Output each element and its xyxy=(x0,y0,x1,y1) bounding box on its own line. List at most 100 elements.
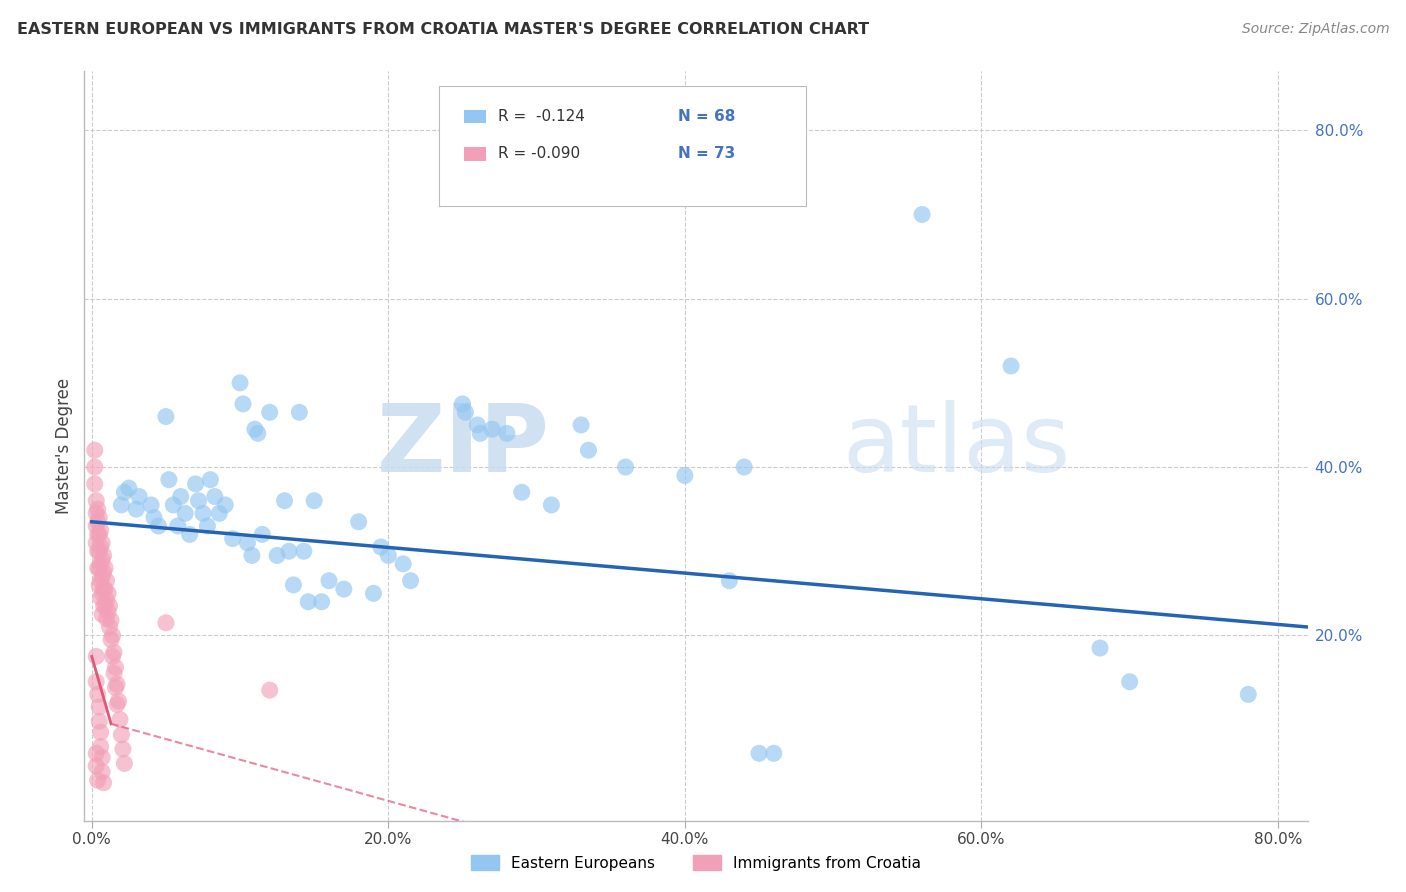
Point xyxy=(496,426,519,441)
Point xyxy=(733,460,755,475)
Point xyxy=(89,700,111,714)
Point xyxy=(112,485,135,500)
Point xyxy=(569,417,592,432)
Point xyxy=(125,502,148,516)
Point xyxy=(90,574,112,588)
Point xyxy=(184,476,207,491)
Point xyxy=(84,649,107,664)
Point xyxy=(98,620,121,634)
Point xyxy=(104,660,127,674)
Point xyxy=(259,405,281,419)
Point xyxy=(166,519,188,533)
FancyBboxPatch shape xyxy=(464,110,485,123)
Y-axis label: Master's Degree: Master's Degree xyxy=(55,378,73,514)
Point xyxy=(86,502,108,516)
Point xyxy=(191,507,214,521)
Point xyxy=(236,536,259,550)
Point xyxy=(197,519,219,533)
Point xyxy=(155,615,177,630)
Point xyxy=(94,582,117,596)
Point xyxy=(454,405,477,419)
Text: N = 73: N = 73 xyxy=(678,146,735,161)
Point xyxy=(370,540,392,554)
Point xyxy=(243,422,266,436)
Point xyxy=(333,582,356,596)
Text: R = -0.090: R = -0.090 xyxy=(498,146,579,161)
Point xyxy=(90,557,112,571)
Point xyxy=(89,714,111,729)
Point xyxy=(83,443,105,458)
Point xyxy=(86,544,108,558)
Point xyxy=(93,582,115,596)
Legend: Eastern Europeans, Immigrants from Croatia: Eastern Europeans, Immigrants from Croat… xyxy=(465,848,927,877)
Point xyxy=(84,674,107,689)
Point xyxy=(118,481,141,495)
Point xyxy=(86,527,108,541)
Point xyxy=(93,776,115,790)
Point xyxy=(86,561,108,575)
Point xyxy=(1088,641,1111,656)
Point xyxy=(1118,674,1140,689)
Point xyxy=(91,552,114,566)
Point xyxy=(481,422,503,436)
Point xyxy=(90,725,112,739)
Point xyxy=(718,574,741,588)
Point xyxy=(90,739,112,754)
Point xyxy=(94,561,117,575)
Point xyxy=(297,595,319,609)
Text: atlas: atlas xyxy=(842,400,1071,492)
Point xyxy=(174,507,197,521)
Point xyxy=(240,549,263,563)
Point xyxy=(91,764,114,779)
Point xyxy=(221,532,243,546)
Point xyxy=(90,523,112,537)
Point xyxy=(465,417,488,432)
Text: Source: ZipAtlas.com: Source: ZipAtlas.com xyxy=(1241,22,1389,37)
Point xyxy=(347,515,370,529)
Point xyxy=(259,683,281,698)
Point xyxy=(204,490,226,504)
Point xyxy=(101,649,124,664)
Point xyxy=(111,742,134,756)
FancyBboxPatch shape xyxy=(439,87,806,206)
Point xyxy=(278,544,301,558)
Point xyxy=(302,493,325,508)
Point xyxy=(110,498,132,512)
Point xyxy=(91,569,114,583)
Point xyxy=(214,498,236,512)
Point xyxy=(112,756,135,771)
Point xyxy=(292,544,315,558)
Point xyxy=(1000,359,1022,373)
Text: R =  -0.124: R = -0.124 xyxy=(498,109,585,124)
Point xyxy=(83,460,105,475)
Point xyxy=(96,574,118,588)
Point xyxy=(283,578,305,592)
Point xyxy=(84,507,107,521)
Point xyxy=(451,397,474,411)
Point xyxy=(86,687,108,701)
Point xyxy=(246,426,269,441)
Point xyxy=(510,485,533,500)
Text: EASTERN EUROPEAN VS IMMIGRANTS FROM CROATIA MASTER'S DEGREE CORRELATION CHART: EASTERN EUROPEAN VS IMMIGRANTS FROM CROA… xyxy=(17,22,869,37)
Point xyxy=(288,405,311,419)
Point xyxy=(157,473,180,487)
Point xyxy=(93,599,115,613)
Point xyxy=(673,468,696,483)
Point xyxy=(86,515,108,529)
Point xyxy=(108,713,131,727)
Point xyxy=(363,586,385,600)
Point xyxy=(94,599,117,613)
Point xyxy=(311,595,333,609)
Point xyxy=(229,376,252,390)
Point xyxy=(170,490,193,504)
Point xyxy=(105,698,128,712)
Point xyxy=(96,611,118,625)
Point xyxy=(89,510,111,524)
Point xyxy=(266,549,288,563)
Point xyxy=(89,578,111,592)
Point xyxy=(89,527,111,541)
Point xyxy=(148,519,170,533)
Point xyxy=(110,728,132,742)
Point xyxy=(139,498,162,512)
Point xyxy=(83,476,105,491)
